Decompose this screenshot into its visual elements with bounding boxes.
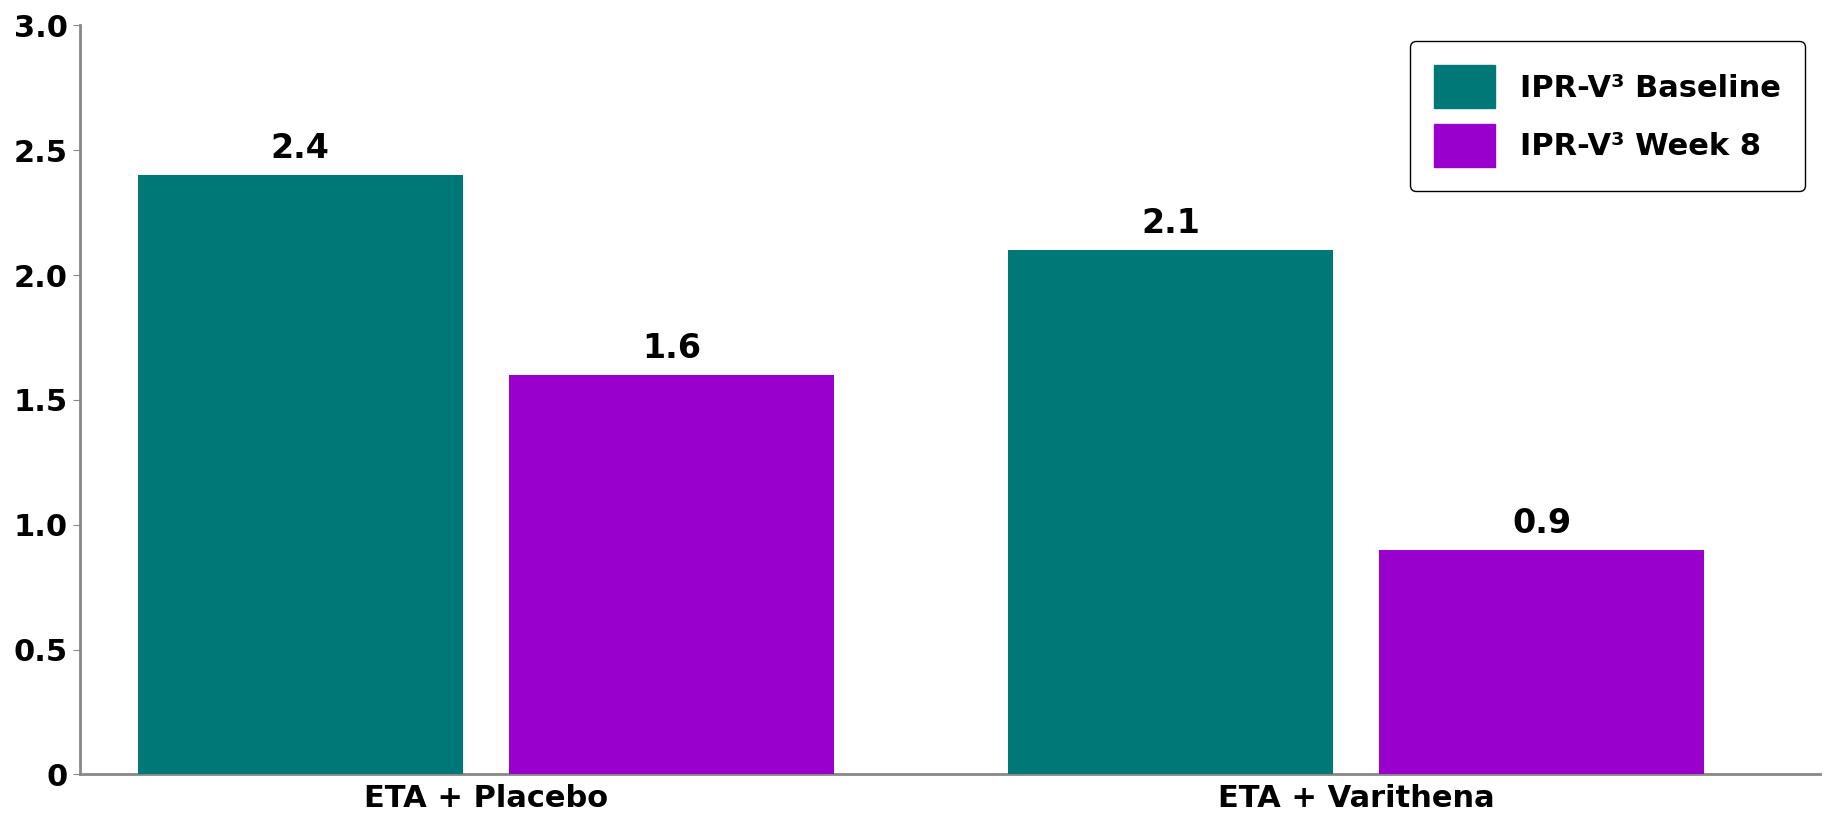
Bar — [1379, 550, 1704, 774]
Bar — [510, 375, 834, 774]
Text: 2.4: 2.4 — [271, 132, 330, 165]
Bar — [138, 175, 462, 774]
Bar — [1009, 250, 1333, 774]
Text: 0.9: 0.9 — [1511, 507, 1572, 540]
Text: 2.1: 2.1 — [1141, 207, 1199, 240]
Legend: IPR-V³ Baseline, IPR-V³ Week 8: IPR-V³ Baseline, IPR-V³ Week 8 — [1410, 41, 1805, 191]
Text: 1.6: 1.6 — [642, 332, 701, 365]
